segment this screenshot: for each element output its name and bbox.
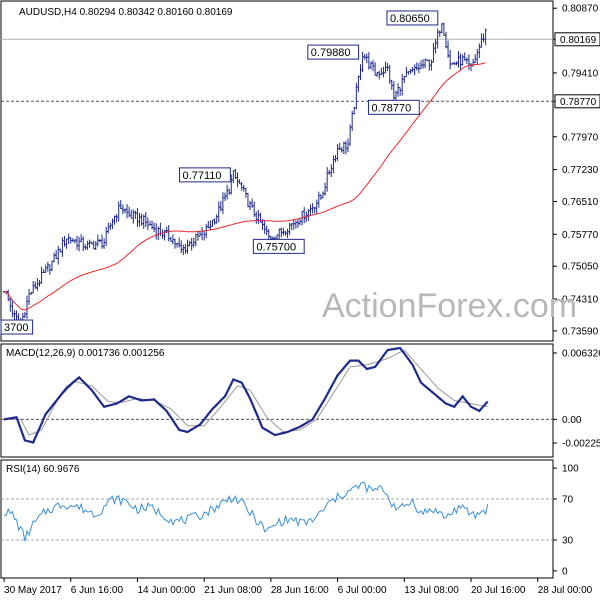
macd-tick-label: -0.002253 — [562, 439, 600, 450]
callout-box — [179, 167, 231, 183]
macd-tick-label: 0.006326 — [562, 348, 600, 359]
time-tick-label: 28 Jun 16:00 — [271, 585, 329, 596]
price-tick-label: 0.79410 — [562, 68, 599, 79]
price-tick-label: 0.75770 — [562, 230, 599, 241]
callout-box — [252, 238, 305, 254]
callout-label: 0.77110 — [183, 170, 222, 182]
watermark: ActionForex.com — [322, 287, 577, 325]
macd-panel-header: MACD(12,26,9) 0.001736 0.001256 — [6, 348, 165, 359]
price-panel-header: AUDUSD,H4 0.80294 0.80342 0.80160 0.8016… — [19, 7, 233, 18]
rsi-tick-label: 30 — [562, 536, 574, 547]
price-grid — [1, 38, 553, 102]
price-tick-label: 0.80870 — [562, 4, 599, 15]
macd-series-macd — [3, 346, 489, 444]
price-bars — [2, 22, 487, 329]
time-tick-label: 21 Jun 08:00 — [204, 585, 262, 596]
rsi-tick-label: 100 — [562, 464, 579, 475]
rsi-lines — [3, 481, 489, 542]
rsi-grid — [1, 498, 553, 541]
time-tick-label: 6 Jul 00:00 — [338, 585, 387, 596]
time-axis: 30 May 2017 6 Jun 16:00 14 Jun 00:00 21 Jun… — [3, 578, 593, 596]
callout-box — [0, 319, 34, 335]
current-price-box — [554, 32, 600, 47]
support-level-box-label: 0.78770 — [560, 97, 597, 108]
time-tick-label: 28 Jul 00:00 — [538, 585, 593, 596]
ma-line — [3, 62, 486, 311]
price-callouts: 0.80650 0.79880 0.78770 0.77110 0.75700 3700 — [0, 10, 439, 335]
callout-label: 3700 — [4, 322, 28, 334]
price-moving-average — [3, 62, 486, 311]
support-level-box — [554, 94, 600, 109]
callout-box — [367, 99, 420, 115]
price-tick-label: 0.77230 — [562, 165, 599, 176]
time-tick-label: 13 Jul 08:00 — [404, 585, 459, 596]
macd-tick-label: 0.00 — [562, 415, 582, 426]
macd-axis: 0.006326 0.00 -0.002253 — [553, 348, 600, 450]
price-tick-label: 0.73590 — [562, 326, 599, 337]
callout-label: 0.79880 — [311, 47, 351, 59]
macd-lines — [3, 346, 489, 444]
price-axis: 0.80870 0.80169 0.79410 0.78770 0.77970 0.772… — [553, 4, 600, 337]
macd-panel-frame — [0, 343, 554, 458]
rsi-tick-label: 70 — [562, 494, 574, 505]
time-tick-label: 6 Jun 16:00 — [71, 585, 124, 596]
time-tick-label: 30 May 2017 — [4, 585, 62, 596]
price-tick-label: 0.77970 — [562, 132, 599, 143]
current-price-box-label: 0.80169 — [560, 35, 597, 46]
price-tick-label: 0.74310 — [562, 294, 599, 305]
callout-label: 0.75700 — [256, 241, 296, 253]
callout-box — [307, 44, 360, 60]
price-tick-label: 0.76510 — [562, 197, 599, 208]
callout-label: 0.80650 — [390, 13, 430, 25]
price-panel-frame — [0, 0, 554, 342]
rsi-panel-header: RSI(14) 60.9676 — [6, 464, 80, 475]
rsi-panel-frame — [0, 459, 554, 579]
price-tick-label: 0.75050 — [562, 262, 599, 273]
time-tick-label: 20 Jul 16:00 — [471, 585, 526, 596]
callout-label: 0.78770 — [371, 102, 411, 114]
time-tick-label: 14 Jun 00:00 — [137, 585, 195, 596]
callout-box — [386, 10, 439, 26]
rsi-tick-label: 0 — [562, 566, 568, 577]
rsi-series-line — [3, 481, 489, 542]
rsi-axis: 100 70 30 0 — [553, 464, 579, 577]
